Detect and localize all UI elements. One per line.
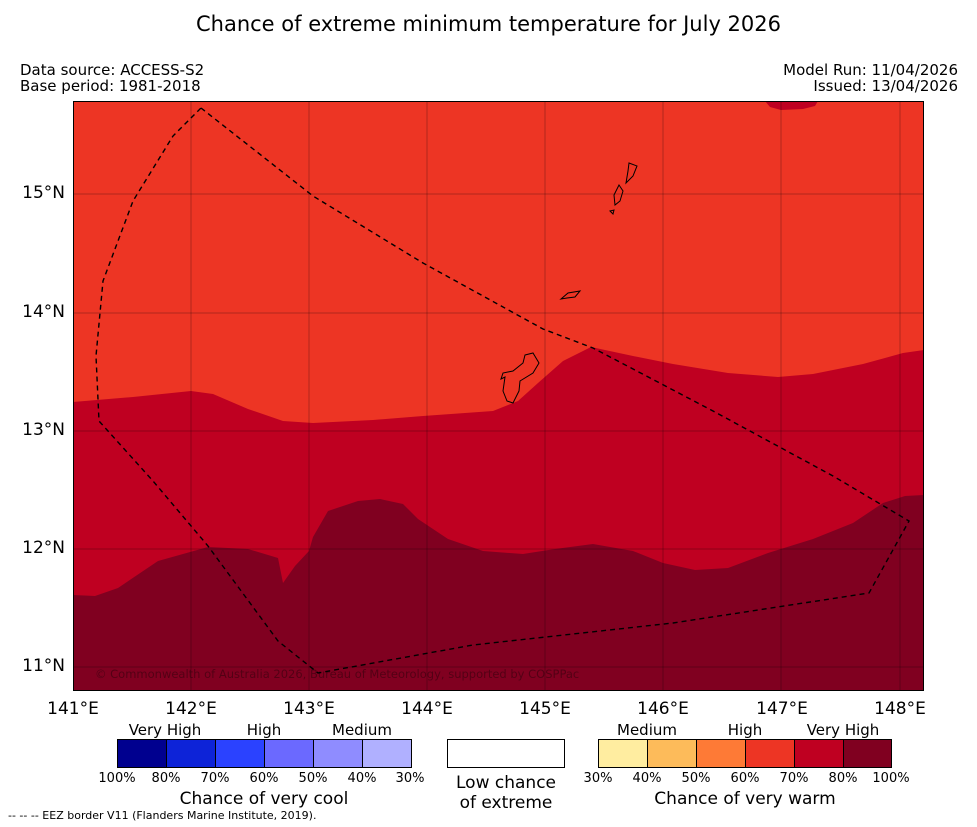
cool-swatch-5 <box>314 740 363 767</box>
model-run: Model Run: 11/04/2026 <box>783 61 958 79</box>
cool-swatch-3 <box>216 740 265 767</box>
warm-colorbar-title: Chance of very warm <box>654 789 836 809</box>
lon-label-148: 148°E <box>874 699 926 719</box>
meta-right: Model Run: 11/04/2026 Issued: 13/04/2026 <box>783 62 958 94</box>
copyright-text: © Commonwealth of Australia 2026, Bureau… <box>95 667 579 681</box>
cool-tick: 60% <box>249 771 279 786</box>
data-source: Data source: ACCESS-S2 <box>20 61 205 79</box>
lon-label-141: 141°E <box>47 699 99 719</box>
cool-tick: 40% <box>347 771 377 786</box>
graticule <box>73 101 924 691</box>
eez-border-note: -- -- -- EEZ border V11 (Flanders Marine… <box>8 809 317 822</box>
lon-label-147: 147°E <box>756 699 808 719</box>
warm-level-medium: Medium <box>617 721 677 739</box>
cool-tick: 70% <box>200 771 230 786</box>
cool-level-very-high: Very High <box>128 721 202 739</box>
cool-swatch-2 <box>167 740 216 767</box>
lat-label-14: 14°N <box>22 302 65 322</box>
lat-label-12: 12°N <box>22 538 65 558</box>
lon-label-145: 145°E <box>519 699 571 719</box>
lat-label-13: 13°N <box>22 420 65 440</box>
cool-swatch-6 <box>363 740 411 767</box>
warm-tick: 40% <box>632 771 662 786</box>
meta-left: Data source: ACCESS-S2 Base period: 1981… <box>20 62 204 94</box>
warm-swatch-2 <box>648 740 697 767</box>
warm-level-high: High <box>727 721 763 739</box>
region-80-100 <box>73 495 924 691</box>
cool-swatch-1 <box>118 740 167 767</box>
cool-tick: 50% <box>298 771 328 786</box>
warm-tick: 80% <box>828 771 858 786</box>
island-rota <box>559 290 582 300</box>
lat-label-15: 15°N <box>22 183 65 203</box>
cool-swatch-4 <box>265 740 314 767</box>
issued-date: Issued: 13/04/2026 <box>813 77 958 95</box>
warm-tick: 60% <box>730 771 760 786</box>
island-guam <box>500 352 540 404</box>
base-period: Base period: 1981-2018 <box>20 77 201 95</box>
low-chance-line1: Low chance <box>456 773 556 793</box>
region-80-100-top <box>765 101 818 110</box>
warm-swatch-4 <box>746 740 795 767</box>
map-panel: © Commonwealth of Australia 2026, Bureau… <box>73 101 924 691</box>
eez-border <box>95 107 910 674</box>
lon-label-144: 144°E <box>401 699 453 719</box>
lat-label-11: 11°N <box>22 656 65 676</box>
cool-level-high: High <box>246 721 282 739</box>
warm-tick: 50% <box>681 771 711 786</box>
low-chance-line2: of extreme <box>459 793 553 813</box>
warm-colorbar <box>598 739 892 768</box>
map-frame <box>73 101 924 691</box>
low-chance-label: Low chance of extreme <box>448 773 564 813</box>
warm-level-very-high: Very High <box>806 721 880 739</box>
cool-tick: 30% <box>395 771 425 786</box>
warm-swatch-5 <box>795 740 844 767</box>
warm-swatch-3 <box>697 740 746 767</box>
lon-label-143: 143°E <box>283 699 335 719</box>
cool-tick: 100% <box>98 771 136 786</box>
warm-tick: 70% <box>779 771 809 786</box>
chart-title: Chance of extreme minimum temperature fo… <box>195 12 781 36</box>
islands <box>500 162 638 404</box>
warm-swatch-1 <box>599 740 648 767</box>
warm-swatch-6 <box>844 740 891 767</box>
cool-colorbar <box>117 739 412 768</box>
island-saipan <box>625 162 638 185</box>
island-aguijan <box>609 209 615 215</box>
cool-colorbar-title: Chance of very cool <box>179 789 349 809</box>
lon-label-142: 142°E <box>165 699 217 719</box>
warm-tick: 100% <box>872 771 910 786</box>
warm-tick: 30% <box>583 771 613 786</box>
cool-tick: 80% <box>151 771 181 786</box>
low-chance-swatch <box>447 739 565 768</box>
lon-label-146: 146°E <box>637 699 689 719</box>
island-tinian <box>613 184 624 206</box>
cool-level-medium: Medium <box>332 721 392 739</box>
